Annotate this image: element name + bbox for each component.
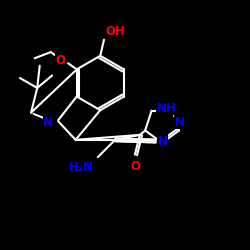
Text: O: O — [56, 54, 66, 67]
Text: O: O — [130, 160, 140, 172]
Text: OH: OH — [105, 26, 125, 38]
Text: H₂N: H₂N — [69, 161, 94, 174]
Text: N: N — [158, 134, 168, 147]
Text: N: N — [43, 116, 53, 129]
Text: NH: NH — [156, 102, 176, 115]
Text: N: N — [175, 116, 185, 128]
